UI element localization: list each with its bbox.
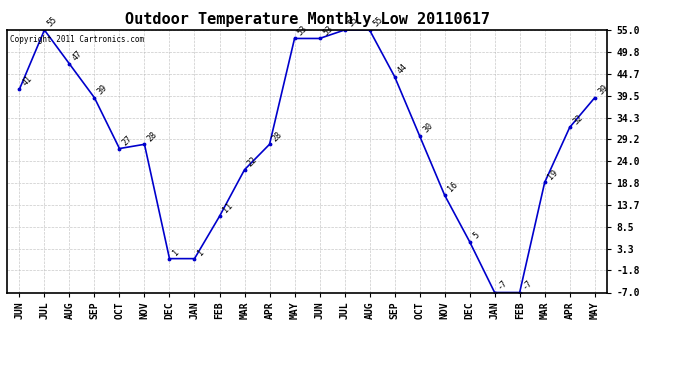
Text: -7: -7 [496, 278, 509, 291]
Text: 27: 27 [121, 134, 135, 147]
Text: 32: 32 [571, 112, 584, 126]
Text: 55: 55 [346, 15, 359, 28]
Text: Copyright 2011 Cartronics.com: Copyright 2011 Cartronics.com [10, 35, 144, 44]
Text: 28: 28 [146, 129, 159, 143]
Text: 53: 53 [296, 24, 309, 37]
Text: 28: 28 [271, 129, 284, 143]
Text: 44: 44 [396, 62, 409, 75]
Text: 1: 1 [196, 248, 206, 257]
Title: Outdoor Temperature Monthly Low 20110617: Outdoor Temperature Monthly Low 20110617 [125, 12, 489, 27]
Text: 22: 22 [246, 155, 259, 168]
Text: 1: 1 [171, 248, 181, 257]
Text: 39: 39 [96, 83, 109, 96]
Text: 5: 5 [471, 230, 481, 240]
Text: 47: 47 [71, 49, 84, 63]
Text: 39: 39 [596, 83, 609, 96]
Text: 30: 30 [421, 121, 435, 135]
Text: 55: 55 [46, 15, 59, 28]
Text: -7: -7 [521, 278, 535, 291]
Text: 55: 55 [371, 15, 384, 28]
Text: 11: 11 [221, 201, 235, 215]
Text: 19: 19 [546, 168, 560, 181]
Text: 53: 53 [321, 24, 335, 37]
Text: 16: 16 [446, 180, 460, 194]
Text: 41: 41 [21, 75, 34, 88]
